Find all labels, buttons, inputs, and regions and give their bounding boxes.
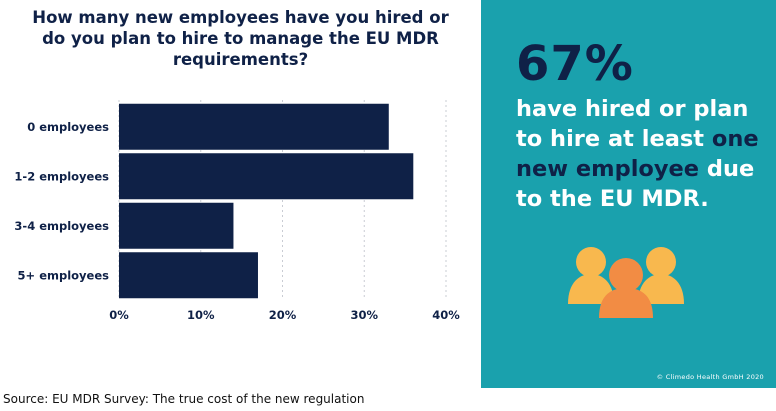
category-label: 3-4 employees	[14, 219, 109, 233]
chart-title: How many new employees have you hired or…	[32, 8, 449, 69]
x-tick-label: 40%	[432, 308, 460, 322]
bar	[119, 252, 258, 299]
bar-chart: 0% 10% 20% 30% 40% 0 employees 1-2 employees 3-…	[14, 100, 460, 322]
bar	[119, 103, 389, 150]
people-group-icon	[568, 247, 684, 318]
category-label: 5+ employees	[18, 268, 110, 282]
bar	[119, 153, 414, 200]
copyright-text: © Climedo Health GmbH 2020	[656, 373, 764, 381]
highlight-text: have hired or plan to hire at least one …	[516, 94, 766, 214]
x-tick-label: 20%	[269, 308, 297, 322]
x-tick-label: 30%	[350, 308, 378, 322]
bar	[119, 202, 234, 249]
x-tick-label: 10%	[187, 308, 215, 322]
source-caption: Source: EU MDR Survey: The true cost of …	[3, 392, 365, 406]
highlight-text-post: due to the EU MDR.	[516, 156, 755, 212]
category-label: 1-2 employees	[14, 169, 109, 183]
highlight-stat: 67%	[516, 36, 634, 92]
highlight-panel: 67% have hired or plan to hire at least …	[481, 0, 776, 388]
x-tick-label: 0%	[109, 308, 129, 322]
highlight-text-pre: have hired or plan to hire at least	[516, 96, 749, 152]
highlight-text-emphasis: one new employee	[516, 126, 759, 182]
chart-panel: How many new employees have you hired or…	[14, 8, 461, 322]
category-label: 0 employees	[27, 120, 109, 134]
